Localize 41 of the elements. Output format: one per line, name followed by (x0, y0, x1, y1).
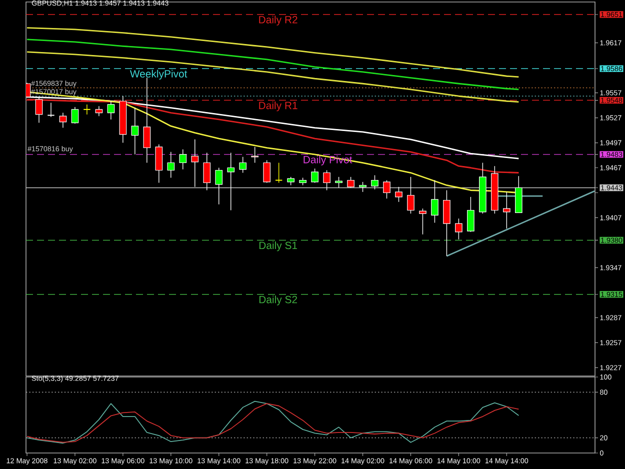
candlestick (263, 160, 270, 184)
ref-line-label: Daily R1 (259, 101, 298, 112)
candlestick (359, 182, 366, 192)
ref-line-label: WeeklyPivot (130, 70, 188, 80)
candlestick (347, 176, 354, 188)
line-series (26, 38, 520, 90)
candlestick (443, 190, 450, 256)
ref-line-label: Daily R2 (259, 16, 298, 26)
candlestick (203, 152, 211, 191)
ref-line-label: Daily S1 (259, 241, 298, 252)
candlestick (395, 186, 402, 202)
candlestick (239, 156, 247, 174)
candlestick (335, 176, 342, 188)
line-series (26, 27, 520, 78)
candlestick (311, 168, 318, 184)
candlestick (503, 192, 510, 229)
candlestick (191, 139, 199, 188)
candlestick (407, 176, 414, 214)
ref-line-label: Daily S2 (259, 296, 297, 306)
candlestick (95, 106, 103, 116)
candlestick (371, 174, 378, 190)
candlestick (131, 107, 139, 155)
candlestick (59, 112, 67, 128)
candlestick (455, 218, 462, 240)
candlestick (467, 196, 474, 232)
candlestick (419, 208, 426, 235)
candlestick (155, 144, 163, 184)
candlestick (251, 146, 258, 164)
candlestick (47, 102, 55, 118)
candlestick (383, 180, 390, 199)
candlestick (227, 152, 235, 211)
candlestick (179, 149, 187, 170)
candlestick (274, 162, 283, 184)
line-series (26, 51, 520, 103)
candlestick (215, 167, 223, 205)
candlestick (83, 104, 91, 115)
candlestick (323, 170, 330, 191)
candlestick (107, 100, 115, 120)
candlestick (167, 152, 175, 178)
candlestick (71, 106, 79, 124)
candlestick (431, 180, 438, 224)
